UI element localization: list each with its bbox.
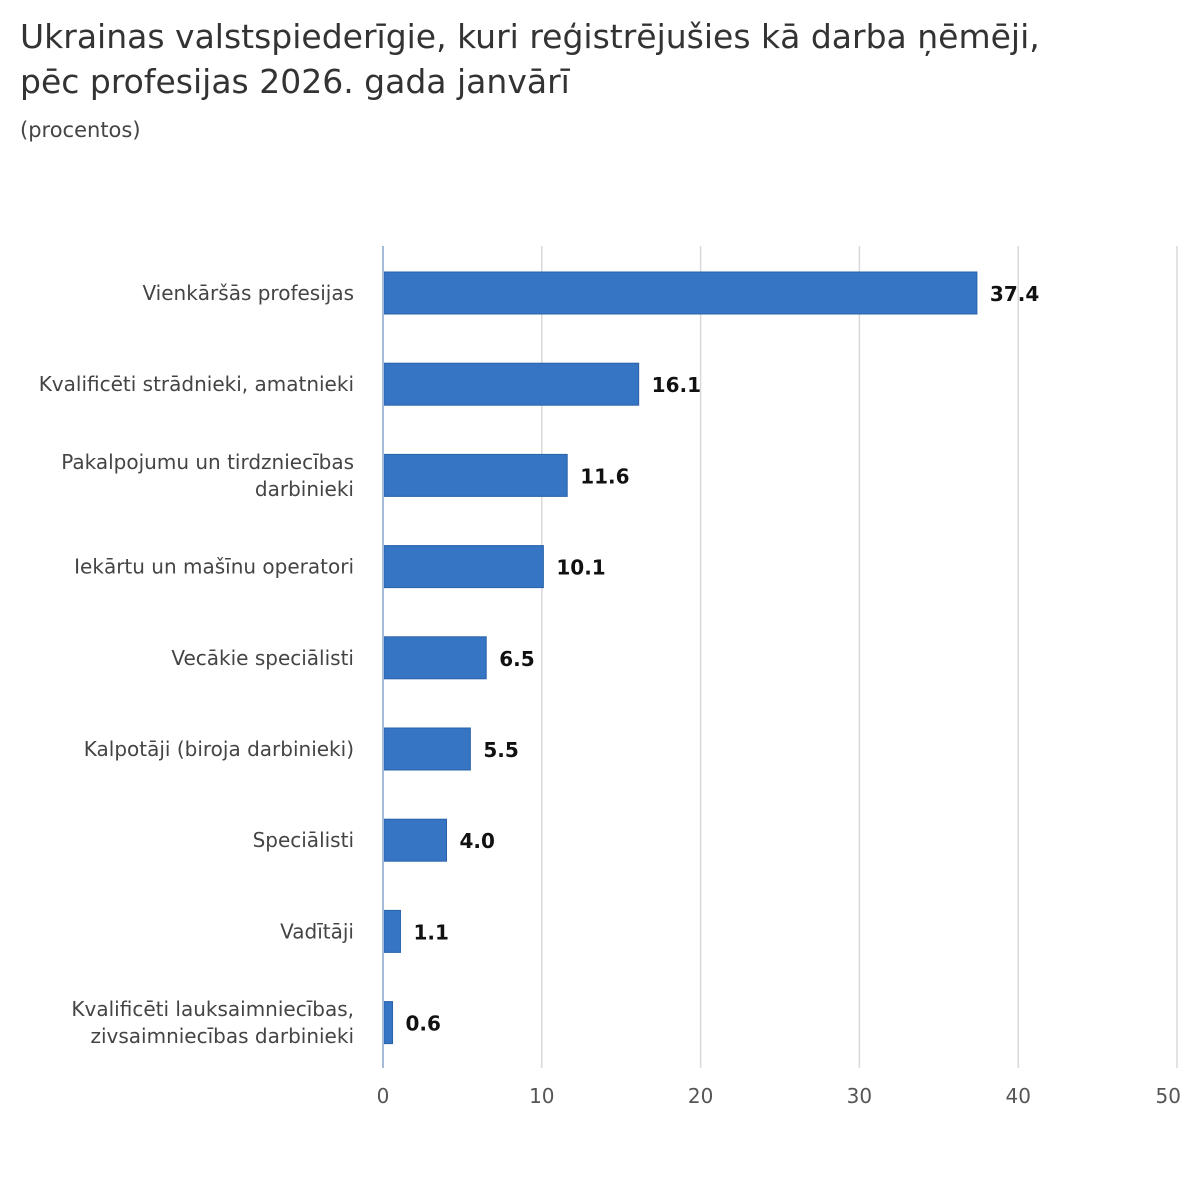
category-label-2: Kvalificēti strādnieki, amatnieki: [39, 372, 354, 396]
bar-4: [383, 545, 544, 589]
x-tick-label-50: 50: [1156, 1084, 1181, 1108]
bars: [383, 271, 978, 1045]
x-tick-label-0: 0: [377, 1084, 390, 1108]
category-label-line: Speciālisti: [253, 828, 354, 852]
category-label-line: Kalpotāji (biroja darbinieki): [84, 737, 354, 761]
category-label-line: Kvalificēti strādnieki, amatnieki: [39, 372, 354, 396]
data-label-3: 11.6: [580, 464, 629, 488]
data-label-9: 0.6: [406, 1012, 441, 1036]
bar-6: [383, 727, 471, 771]
category-label-line: zivsaimniecības darbinieki: [90, 1024, 354, 1048]
x-tick-label-40: 40: [1005, 1084, 1030, 1108]
category-label-line: Vecākie speciālisti: [171, 646, 354, 670]
data-label-1: 37.4: [990, 282, 1039, 306]
category-label-line: darbinieki: [255, 477, 354, 501]
bar-2: [383, 362, 640, 406]
category-label-8: Vadītāji: [280, 919, 354, 943]
category-label-line: Pakalpojumu un tirdzniecības: [61, 450, 354, 474]
category-label-5: Vecākie speciālisti: [171, 646, 354, 670]
data-labels: 37.4 16.1 11.6 10.1 6.5 5.5 4.0 1.1 0.6: [406, 282, 1040, 1036]
x-axis-tick-labels: 0 10 20 30 40 50: [377, 1084, 1181, 1108]
gridlines: [541, 246, 1178, 1068]
bar-8: [383, 909, 401, 953]
x-tick-label-10: 10: [529, 1084, 554, 1108]
category-label-3: Pakalpojumu un tirdzniecības darbinieki: [61, 450, 354, 501]
bar-5: [383, 636, 487, 680]
data-label-8: 1.1: [413, 920, 448, 944]
data-label-6: 5.5: [483, 738, 518, 762]
bar-1: [383, 271, 978, 315]
chart-title-line-2: pēc profesijas 2026. gada janvārī: [20, 62, 570, 101]
data-label-7: 4.0: [460, 829, 495, 853]
bar-3: [383, 453, 568, 497]
category-label-1: Vienkāršās profesijas: [142, 281, 354, 305]
category-label-line: Vadītāji: [280, 919, 354, 943]
chart-subtitle: (procentos): [20, 118, 141, 142]
data-label-2: 16.1: [652, 373, 701, 397]
chart-title-line-1: Ukrainas valstspiederīgie, kuri reģistrē…: [20, 17, 1040, 56]
chart-header: Ukrainas valstspiederīgie, kuri reģistrē…: [20, 14, 1180, 144]
bar-9: [383, 1001, 394, 1045]
category-label-line: Iekārtu un mašīnu operatori: [74, 555, 354, 579]
category-label-4: Iekārtu un mašīnu operatori: [74, 555, 354, 579]
category-label-line: Kvalificēti lauksaimniecības,: [71, 997, 354, 1021]
category-label-6: Kalpotāji (biroja darbinieki): [84, 737, 354, 761]
bar-7: [383, 818, 448, 862]
data-label-5: 6.5: [499, 647, 534, 671]
category-label-7: Speciālisti: [253, 828, 354, 852]
category-labels: Vienkāršās profesijas Kvalificēti strādni…: [39, 281, 354, 1048]
category-label-line: Vienkāršās profesijas: [142, 281, 354, 305]
x-tick-label-20: 20: [688, 1084, 713, 1108]
data-label-4: 10.1: [556, 556, 605, 580]
category-label-9: Kvalificēti lauksaimniecības, zivsaimniec…: [71, 997, 354, 1048]
x-tick-label-30: 30: [847, 1084, 872, 1108]
